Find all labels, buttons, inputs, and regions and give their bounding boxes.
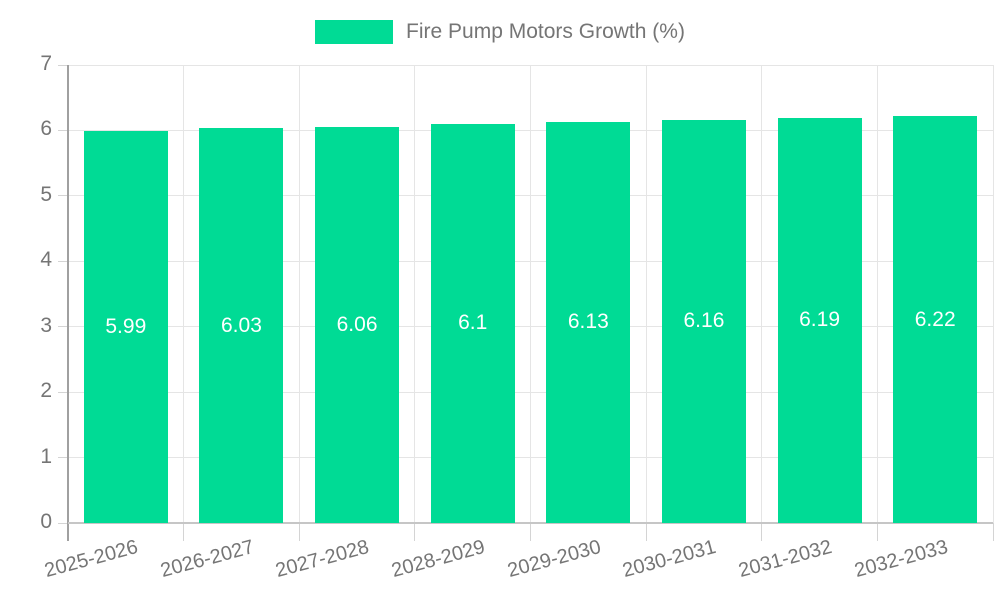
bar[interactable]: 6.03 — [199, 128, 284, 523]
x-axis-category-label: 2027-2028 — [273, 536, 372, 583]
x-gridline — [761, 65, 763, 523]
x-gridline — [876, 65, 878, 523]
y-axis-tick-label: 6 — [40, 117, 52, 141]
x-axis-tick — [183, 523, 185, 541]
bar-value-label: 6.13 — [567, 310, 609, 334]
chart-legend[interactable]: Fire Pump Motors Growth (%) — [0, 20, 1000, 44]
x-axis-tick — [761, 523, 763, 541]
bar-value-label: 6.06 — [336, 312, 378, 336]
y-axis-tick — [58, 260, 68, 262]
x-axis-tick — [645, 523, 647, 541]
bar[interactable]: 6.13 — [546, 121, 631, 523]
y-axis-tick-label: 5 — [40, 182, 52, 206]
y-axis-tick — [58, 391, 68, 393]
x-axis-category-label: 2026-2027 — [158, 536, 257, 583]
x-gridline — [530, 65, 531, 523]
x-axis-category-label: 2031-2032 — [736, 536, 835, 583]
bar[interactable]: 6.16 — [661, 119, 746, 523]
y-axis-line — [67, 65, 69, 541]
x-axis-tick — [876, 523, 878, 541]
bar[interactable]: 6.1 — [430, 123, 515, 523]
bar-value-label: 6.22 — [914, 307, 956, 331]
x-gridline — [183, 65, 185, 523]
x-axis-tick — [298, 523, 300, 541]
y-axis-tick-label: 1 — [40, 444, 52, 468]
bar-value-label: 6.03 — [221, 313, 262, 337]
bar-value-label: 5.99 — [105, 315, 147, 339]
y-axis-tick-label: 7 — [40, 52, 52, 76]
y-axis-tick — [58, 129, 68, 131]
bar-value-label: 6.16 — [683, 309, 725, 333]
y-axis-tick-label: 3 — [40, 313, 52, 337]
x-axis-category-label: 2030-2031 — [620, 536, 719, 583]
y-axis-tick-label: 2 — [40, 379, 52, 403]
y-axis-tick — [58, 195, 68, 197]
bar-value-label: 6.1 — [458, 311, 488, 335]
y-axis-tick — [58, 522, 68, 524]
y-axis-tick — [58, 64, 68, 66]
x-axis-category-label: 2029-2030 — [504, 536, 604, 583]
bar[interactable]: 6.22 — [893, 116, 978, 523]
y-axis-tick — [58, 457, 68, 459]
y-axis-tick-label: 0 — [40, 510, 52, 534]
x-axis-category-label: 2028-2029 — [389, 536, 488, 583]
x-axis-category-label: 2025-2026 — [42, 536, 141, 583]
bar-value-label: 6.19 — [799, 308, 840, 332]
x-gridline — [992, 65, 994, 523]
y-axis-tick-label: 4 — [40, 248, 52, 272]
x-gridline — [414, 65, 416, 523]
x-axis-line — [68, 522, 993, 524]
y-axis-tick — [58, 326, 68, 328]
x-axis-tick — [530, 523, 531, 541]
x-gridline — [645, 65, 647, 523]
x-axis-category-label: 2032-2033 — [851, 536, 950, 583]
bar[interactable]: 5.99 — [83, 131, 168, 523]
legend-swatch — [315, 20, 394, 44]
bar[interactable]: 6.19 — [777, 117, 862, 523]
x-axis-tick — [414, 523, 416, 541]
x-gridline — [298, 65, 300, 523]
x-axis-tick — [992, 523, 994, 541]
bar[interactable]: 6.06 — [315, 126, 400, 523]
legend-label: Fire Pump Motors Growth (%) — [406, 20, 685, 43]
